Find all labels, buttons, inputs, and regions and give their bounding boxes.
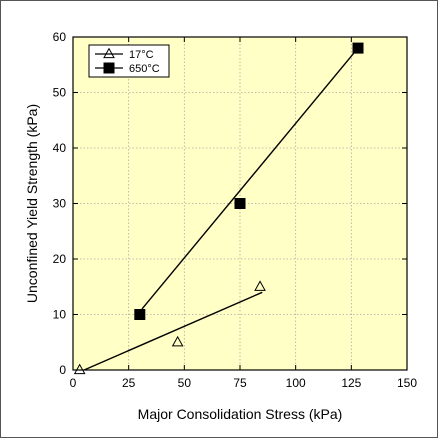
- legend-label-650c: 650°C: [129, 63, 160, 75]
- y-tick-label: 50: [53, 86, 67, 100]
- x-tick-label: 75: [233, 376, 247, 390]
- legend-square-marker: [103, 62, 115, 74]
- x-tick-label: 0: [70, 376, 77, 390]
- data-point-series-0: [171, 335, 184, 347]
- data-point-series-1: [352, 42, 364, 54]
- fit-line-series-0: [83, 291, 263, 371]
- y-tick-label: 60: [53, 30, 67, 44]
- data-points: [73, 42, 364, 375]
- legend: 17°C 650°C: [88, 44, 170, 78]
- axis-ticks: 0 25 50 75 100 125 150 0 10 20 30 40 50 60: [53, 30, 418, 390]
- legend-triangle-marker: [103, 47, 115, 59]
- legend-marker-shape: [103, 62, 115, 74]
- data-point-series-0: [254, 280, 266, 291]
- y-tick-label: 10: [53, 308, 67, 322]
- legend-box: [88, 44, 170, 78]
- data-point-series-0: [73, 363, 86, 375]
- y-tick-label: 20: [53, 252, 67, 266]
- y-tick-label: 40: [53, 141, 67, 155]
- legend-marker-shape: [103, 47, 115, 59]
- x-tick-label: 50: [178, 376, 192, 390]
- x-axis-title: Major Consolidation Stress (kPa): [138, 406, 343, 422]
- data-point-series-1: [134, 309, 146, 320]
- y-tick-label: 30: [53, 197, 67, 211]
- fit-lines: [83, 47, 359, 371]
- y-tick-label: 0: [59, 363, 66, 377]
- y-axis-title: Unconfined Yield Strength (kPa): [24, 104, 40, 303]
- grid: [73, 37, 407, 370]
- data-point-series-1: [234, 198, 246, 209]
- legend-label-17c: 17°C: [129, 49, 154, 61]
- x-tick-label: 150: [397, 376, 417, 390]
- x-tick-label: 25: [122, 376, 136, 390]
- x-tick-label: 125: [341, 376, 361, 390]
- fit-line-series-1: [141, 47, 359, 310]
- x-tick-label: 100: [286, 376, 306, 390]
